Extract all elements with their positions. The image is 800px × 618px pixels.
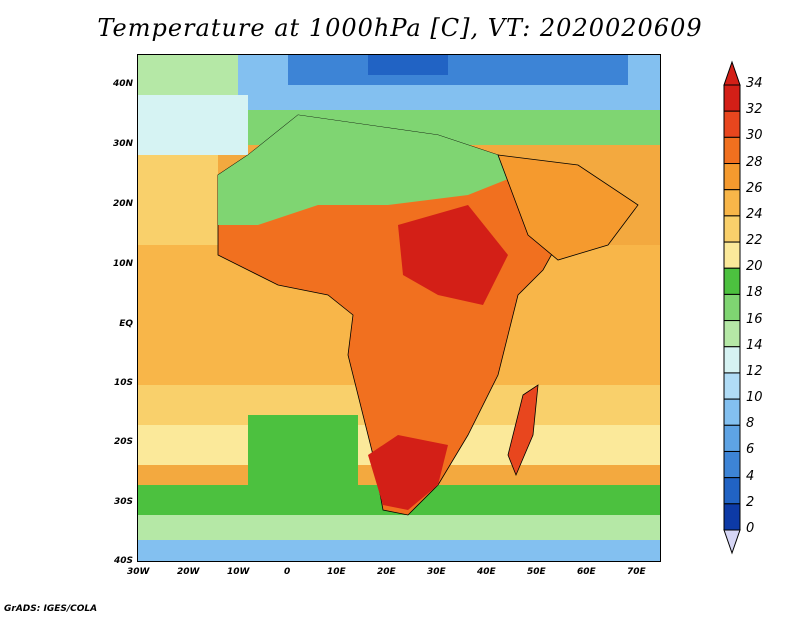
colorbar-segment — [723, 320, 741, 348]
credit-label: GrADS: IGES/COLA — [4, 604, 98, 614]
lon-label: 30W — [127, 567, 150, 577]
colorbar-segment — [723, 267, 741, 295]
colorbar-label: 30 — [746, 128, 763, 144]
colorbar-label: 20 — [746, 259, 763, 275]
lon-label: 70E — [627, 567, 646, 577]
colorbar-segment — [723, 346, 741, 374]
lat-label: 30N — [112, 139, 133, 149]
colorbar-segment — [723, 189, 741, 217]
colorbar-segment — [723, 110, 741, 138]
colorbar-segment — [723, 241, 741, 269]
colorbar-label: 14 — [746, 337, 763, 353]
lon-label: 10E — [327, 567, 346, 577]
colorbar-label: 22 — [746, 233, 763, 249]
lon-label: 60E — [577, 567, 596, 577]
lon-label: 10W — [227, 567, 250, 577]
lat-label: 20S — [113, 437, 133, 447]
colorbar-segment — [723, 477, 741, 505]
colorbar — [723, 60, 741, 555]
colorbar-label: 26 — [746, 180, 763, 196]
lon-label: 40E — [477, 567, 496, 577]
lat-label: 40N — [112, 79, 133, 89]
colorbar-label: 34 — [746, 76, 763, 91]
lon-label: 50E — [527, 567, 546, 577]
lon-label: 20E — [377, 567, 396, 577]
colorbar-label: 2 — [746, 494, 755, 510]
lat-label: 30S — [113, 497, 133, 507]
colorbar-segment — [723, 424, 741, 452]
colorbar-label: 10 — [746, 390, 763, 406]
colorbar-segment — [723, 450, 741, 479]
lat-label: 10N — [112, 259, 133, 269]
colorbar-segment — [723, 215, 741, 243]
colorbar-label: 4 — [746, 468, 755, 484]
chart-title: Temperature at 1000hPa [C], VT: 20200206… — [97, 14, 703, 42]
colorbar-segment — [723, 372, 741, 400]
colorbar-label: 6 — [746, 442, 755, 458]
colorbar-top-arrow — [723, 60, 741, 86]
colorbar-segment — [723, 398, 741, 426]
colorbar-label: 18 — [746, 285, 763, 301]
colorbar-label: 24 — [746, 206, 763, 222]
temperature-map — [137, 54, 661, 562]
colorbar-segment — [723, 163, 741, 191]
colorbar-segment — [723, 503, 741, 531]
lat-label: 40S — [113, 556, 133, 566]
colorbar-label: 0 — [746, 521, 755, 536]
lat-label: 10S — [113, 378, 133, 388]
colorbar-segment — [723, 84, 741, 112]
lon-label: 0 — [284, 567, 291, 577]
colorbar-segment — [723, 136, 741, 165]
lat-label: EQ — [119, 319, 133, 329]
colorbar-label: 8 — [746, 416, 755, 432]
lon-label: 20W — [177, 567, 200, 577]
colorbar-bottom-arrow — [723, 529, 741, 555]
colorbar-label: 28 — [746, 154, 763, 170]
colorbar-label: 16 — [746, 311, 763, 327]
colorbar-label: 12 — [746, 363, 763, 379]
colorbar-label: 32 — [746, 102, 763, 118]
colorbar-segment — [723, 293, 741, 322]
lon-label: 30E — [427, 567, 446, 577]
lat-label: 20N — [112, 199, 133, 209]
